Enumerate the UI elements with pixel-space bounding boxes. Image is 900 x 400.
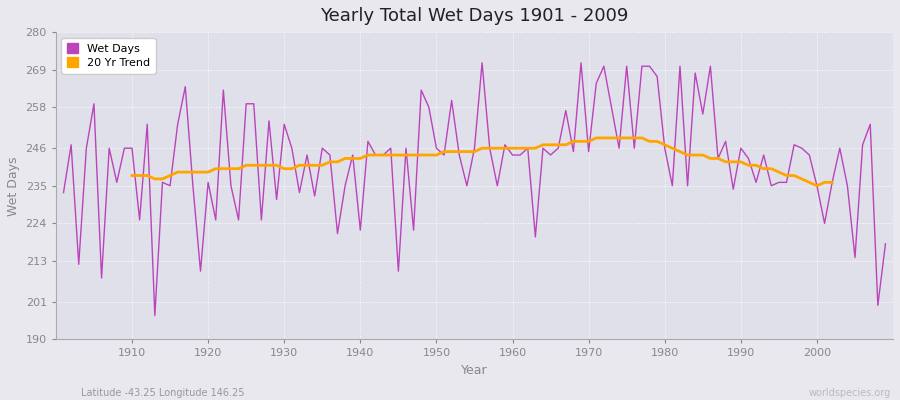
- Text: worldspecies.org: worldspecies.org: [809, 388, 891, 398]
- Line: 20 Yr Trend: 20 Yr Trend: [132, 138, 832, 186]
- 20 Yr Trend: [271, 163, 282, 168]
- Wet Days: [614, 146, 625, 150]
- Wet Days: [149, 313, 160, 318]
- 20 Yr Trend: [827, 180, 838, 185]
- 20 Yr Trend: [127, 173, 138, 178]
- Wet Days: [339, 183, 350, 188]
- Y-axis label: Wet Days: Wet Days: [7, 156, 20, 216]
- Line: Wet Days: Wet Days: [64, 63, 886, 316]
- Wet Days: [119, 146, 130, 150]
- Wet Days: [522, 146, 533, 150]
- Legend: Wet Days, 20 Yr Trend: Wet Days, 20 Yr Trend: [61, 38, 156, 74]
- Wet Days: [58, 190, 69, 195]
- 20 Yr Trend: [689, 153, 700, 158]
- 20 Yr Trend: [241, 163, 252, 168]
- 20 Yr Trend: [812, 183, 823, 188]
- X-axis label: Year: Year: [461, 364, 488, 377]
- Title: Yearly Total Wet Days 1901 - 2009: Yearly Total Wet Days 1901 - 2009: [320, 7, 629, 25]
- 20 Yr Trend: [621, 136, 632, 140]
- Wet Days: [515, 153, 526, 158]
- Wet Days: [880, 242, 891, 246]
- Wet Days: [294, 190, 305, 195]
- 20 Yr Trend: [218, 166, 229, 171]
- 20 Yr Trend: [477, 146, 488, 150]
- Wet Days: [477, 60, 488, 65]
- Text: Latitude -43.25 Longitude 146.25: Latitude -43.25 Longitude 146.25: [81, 388, 245, 398]
- 20 Yr Trend: [590, 136, 601, 140]
